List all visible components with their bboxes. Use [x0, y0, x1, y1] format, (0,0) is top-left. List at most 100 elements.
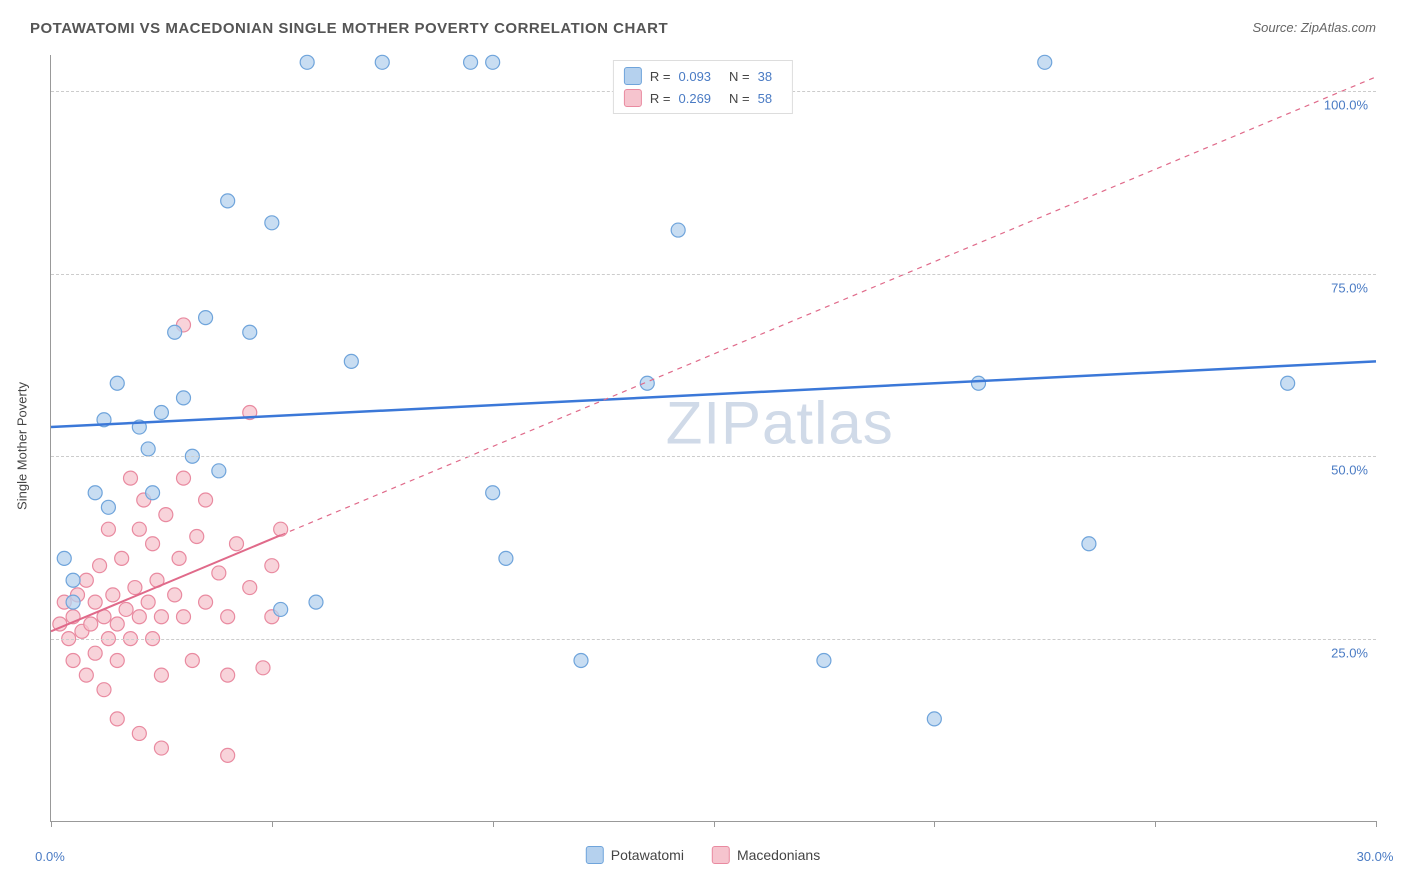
- legend-stats: R = 0.093N = 38R = 0.269N = 58: [613, 60, 793, 114]
- data-point: [221, 194, 235, 208]
- y-axis-label: Single Mother Poverty: [15, 382, 30, 510]
- legend-r-value: 0.093: [678, 69, 711, 84]
- x-tick-mark: [1155, 821, 1156, 827]
- data-point: [256, 661, 270, 675]
- legend-item: Potawatomi: [586, 846, 684, 864]
- data-point: [132, 610, 146, 624]
- x-tick-mark: [51, 821, 52, 827]
- data-point: [66, 595, 80, 609]
- x-tick-mark: [1376, 821, 1377, 827]
- data-point: [185, 654, 199, 668]
- data-point: [486, 486, 500, 500]
- data-point: [190, 529, 204, 543]
- data-point: [464, 55, 478, 69]
- data-point: [154, 741, 168, 755]
- data-point: [141, 595, 155, 609]
- data-point: [124, 471, 138, 485]
- data-point: [93, 559, 107, 573]
- data-point: [486, 55, 500, 69]
- data-point: [146, 486, 160, 500]
- data-point: [66, 654, 80, 668]
- x-tick-mark: [934, 821, 935, 827]
- data-point: [132, 522, 146, 536]
- data-point: [265, 216, 279, 230]
- data-point: [88, 595, 102, 609]
- data-point: [375, 55, 389, 69]
- legend-n-value: 38: [758, 69, 772, 84]
- data-point: [57, 551, 71, 565]
- data-point: [84, 617, 98, 631]
- trend-line: [51, 361, 1376, 427]
- data-point: [88, 646, 102, 660]
- legend-swatch: [586, 846, 604, 864]
- data-point: [177, 471, 191, 485]
- data-point: [159, 508, 173, 522]
- legend-r-label: R =: [650, 91, 671, 106]
- data-point: [110, 654, 124, 668]
- y-tick-label: 50.0%: [1331, 463, 1368, 478]
- data-point: [141, 442, 155, 456]
- data-point: [671, 223, 685, 237]
- data-point: [132, 726, 146, 740]
- data-point: [88, 486, 102, 500]
- legend-swatch: [624, 67, 642, 85]
- data-point: [212, 566, 226, 580]
- data-point: [199, 493, 213, 507]
- data-point: [172, 551, 186, 565]
- gridline: [51, 639, 1376, 640]
- data-point: [106, 588, 120, 602]
- data-point: [177, 391, 191, 405]
- y-tick-label: 25.0%: [1331, 645, 1368, 660]
- data-point: [154, 610, 168, 624]
- y-tick-label: 75.0%: [1331, 280, 1368, 295]
- data-point: [574, 654, 588, 668]
- data-point: [168, 588, 182, 602]
- gridline: [51, 274, 1376, 275]
- legend-swatch: [624, 89, 642, 107]
- legend-n-value: 58: [758, 91, 772, 106]
- data-point: [101, 500, 115, 514]
- legend-stat-row: R = 0.093N = 38: [624, 65, 782, 87]
- data-point: [199, 311, 213, 325]
- data-point: [927, 712, 941, 726]
- data-point: [972, 376, 986, 390]
- legend-stat-row: R = 0.269N = 58: [624, 87, 782, 109]
- x-tick-label: 0.0%: [35, 849, 65, 864]
- data-point: [221, 748, 235, 762]
- gridline: [51, 456, 1376, 457]
- data-point: [1038, 55, 1052, 69]
- data-point: [168, 325, 182, 339]
- legend-item: Macedonians: [712, 846, 820, 864]
- x-tick-label: 30.0%: [1357, 849, 1394, 864]
- trend-line-extension: [281, 77, 1376, 535]
- x-tick-mark: [714, 821, 715, 827]
- data-point: [154, 405, 168, 419]
- legend-n-label: N =: [729, 91, 750, 106]
- data-point: [97, 683, 111, 697]
- legend-label: Potawatomi: [611, 847, 684, 863]
- legend-r-label: R =: [650, 69, 671, 84]
- data-point: [300, 55, 314, 69]
- data-point: [265, 559, 279, 573]
- data-point: [243, 325, 257, 339]
- data-point: [309, 595, 323, 609]
- legend-series: Potawatomi Macedonians: [586, 846, 820, 864]
- data-point: [128, 581, 142, 595]
- data-point: [110, 712, 124, 726]
- data-point: [115, 551, 129, 565]
- data-point: [79, 573, 93, 587]
- data-point: [110, 617, 124, 631]
- x-tick-mark: [493, 821, 494, 827]
- y-tick-label: 100.0%: [1324, 98, 1368, 113]
- chart-title: POTAWATOMI VS MACEDONIAN SINGLE MOTHER P…: [30, 20, 668, 37]
- data-point: [274, 602, 288, 616]
- data-point: [221, 610, 235, 624]
- legend-label: Macedonians: [737, 847, 820, 863]
- data-point: [212, 464, 226, 478]
- data-point: [66, 573, 80, 587]
- chart-svg: [51, 55, 1376, 821]
- data-point: [221, 668, 235, 682]
- data-point: [243, 581, 257, 595]
- data-point: [274, 522, 288, 536]
- data-point: [146, 537, 160, 551]
